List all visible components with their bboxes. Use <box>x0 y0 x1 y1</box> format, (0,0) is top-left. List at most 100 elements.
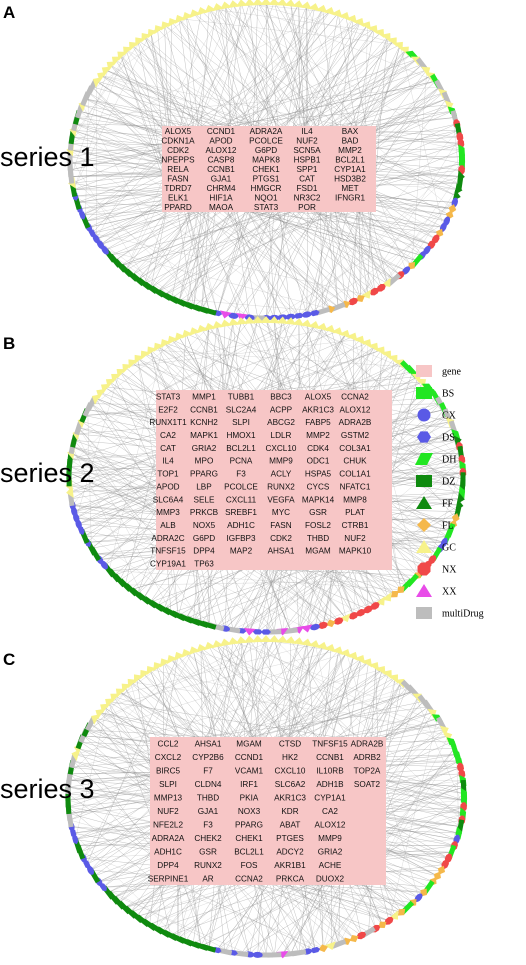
gene-label: PPARD <box>164 203 192 212</box>
gene-label: VCAM1 <box>235 767 264 776</box>
gene-label: MMP8 <box>343 495 367 504</box>
drug-node <box>459 807 467 820</box>
gene-label: E2F2 <box>158 405 178 414</box>
drug-node <box>375 665 386 676</box>
network-edge <box>290 321 413 372</box>
gene-label: AHSA1 <box>268 547 295 556</box>
drug-node <box>369 287 380 296</box>
network-edge <box>193 12 344 131</box>
drug-node <box>309 309 320 317</box>
drug-node <box>211 321 224 330</box>
gene-label: CCND1 <box>235 753 264 762</box>
network-edge <box>330 748 455 947</box>
network-edge <box>179 2 258 143</box>
gene-label: TP63 <box>194 560 214 569</box>
gene-label: HSPA5 <box>305 470 332 479</box>
gene-label: CLDN4 <box>195 780 222 789</box>
drug-node <box>228 312 239 319</box>
gene-label: TUBB1 <box>228 392 255 401</box>
legend-swatch-gc <box>416 540 432 553</box>
panel-b-series-label: series 2 <box>0 458 95 488</box>
drug-node <box>333 617 344 625</box>
gene-label: AKR1B1 <box>274 861 306 870</box>
drug-node <box>455 826 463 840</box>
drug-node <box>212 3 224 12</box>
gene-label: LBP <box>196 482 212 491</box>
gene-label: RUNX2 <box>267 482 295 491</box>
drug-node <box>443 731 453 743</box>
drug-node <box>260 635 272 642</box>
network-edge <box>249 2 401 45</box>
gene-label: CCNB1 <box>190 405 218 414</box>
drug-node <box>349 934 359 943</box>
drug-node <box>310 946 321 954</box>
panel-b-gene-block <box>156 390 392 570</box>
drug-node <box>460 787 468 800</box>
gene-label: NUF2 <box>157 807 179 816</box>
network-edge <box>92 86 169 172</box>
network-edge <box>257 638 364 744</box>
network-edge <box>381 196 457 288</box>
network-edge <box>96 80 175 132</box>
gene-label: CA2 <box>160 431 176 440</box>
gene-label: KCNH2 <box>190 418 218 427</box>
drug-node <box>387 273 402 287</box>
panel-b-gene-labels: STAT3 MMP1 TUBB1 BBC3 ALOX5 CCNA2 E2F2 CCNB1 SLC… <box>149 392 372 568</box>
gene-label: G6PD <box>255 146 277 155</box>
network-edge <box>306 221 447 315</box>
gene-label: SOAT2 <box>354 780 381 789</box>
drug-node <box>181 649 193 658</box>
gene-label: CDKN1A <box>161 136 195 145</box>
gene-label: ELK1 <box>168 194 188 203</box>
drug-node <box>315 306 331 316</box>
gene-label: NQO1 <box>254 194 278 203</box>
legend: gene BS CX DS DH DZ FF FL GC NX XX multiDrug <box>415 365 484 620</box>
drug-node <box>300 638 313 647</box>
network-edge <box>371 98 447 194</box>
gene-label: CYP1A1 <box>334 165 366 174</box>
gene-label: BAX <box>342 127 359 136</box>
drug-node <box>318 944 329 953</box>
drug-node <box>324 941 336 950</box>
gene-label: TOP1 <box>157 470 179 479</box>
network-edge <box>249 559 284 632</box>
legend-label: FL <box>442 521 454 532</box>
gene-label: CHEK1 <box>252 165 280 174</box>
drug-node <box>174 332 186 342</box>
gene-label: HIF1A <box>209 194 233 203</box>
drug-node <box>452 749 462 760</box>
legend-label: XX <box>442 587 457 598</box>
gene-label: TNFSF15 <box>312 740 348 749</box>
drug-node <box>260 316 272 323</box>
gene-label: CCL2 <box>158 740 179 749</box>
drug-node <box>166 655 178 665</box>
gene-label: HSPB1 <box>294 155 321 164</box>
network-edge <box>171 21 265 143</box>
network-edge <box>203 639 250 744</box>
legend-label: BS <box>442 389 454 400</box>
network-edge <box>80 673 144 743</box>
gene-label: MAPK8 <box>252 155 280 164</box>
gene-label: BCL2L1 <box>335 155 365 164</box>
gene-label: CXCL10 <box>266 444 297 453</box>
drug-node <box>292 637 305 646</box>
gene-label: ACLY <box>271 470 292 479</box>
gene-label: CDK2 <box>167 146 189 155</box>
gene-label: PCNA <box>230 457 253 466</box>
network-edge <box>264 8 323 138</box>
gene-label: PTGES <box>276 834 304 843</box>
gene-label: ODC1 <box>307 457 330 466</box>
drug-node <box>384 916 394 925</box>
legend-label: gene <box>442 367 461 378</box>
drug-node <box>353 18 365 28</box>
network-edge <box>108 342 165 571</box>
network-edge <box>368 205 388 284</box>
gene-label: APOD <box>209 136 232 145</box>
legend-swatch-ds <box>417 431 431 443</box>
gene-label: ALOX5 <box>305 392 332 401</box>
drug-node <box>348 297 358 306</box>
gene-label: ALB <box>160 521 176 530</box>
gene-label: CHUK <box>343 457 367 466</box>
network-edge <box>103 887 234 953</box>
network-edge <box>149 669 449 736</box>
